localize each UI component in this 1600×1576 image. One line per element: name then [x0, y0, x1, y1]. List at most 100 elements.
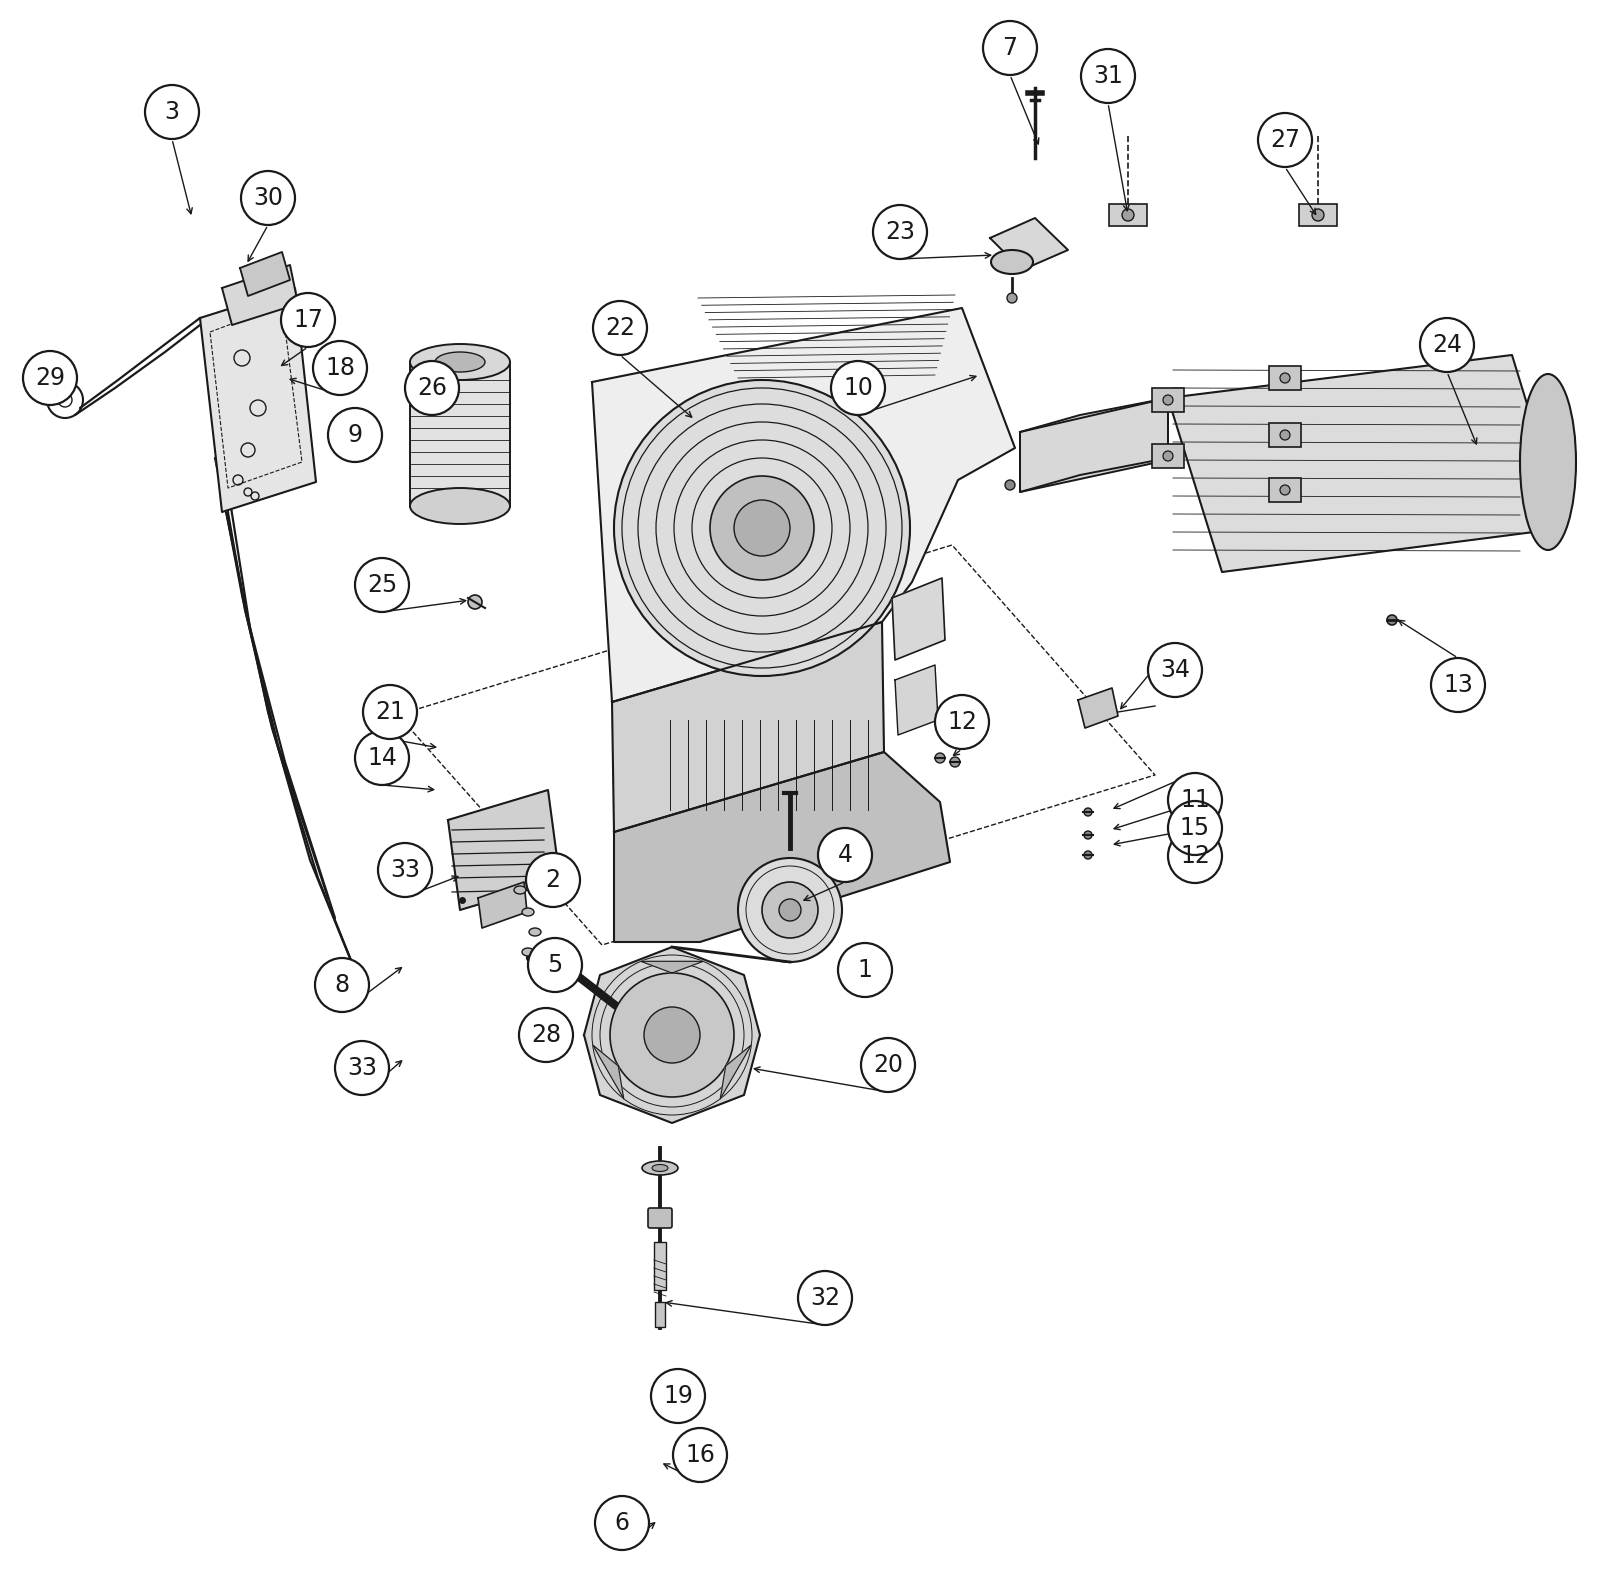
Circle shape [467, 596, 482, 608]
Circle shape [798, 1270, 851, 1325]
Polygon shape [222, 265, 298, 325]
Polygon shape [592, 1045, 624, 1098]
Circle shape [334, 1042, 389, 1095]
Text: 19: 19 [662, 1384, 693, 1407]
Ellipse shape [522, 908, 534, 916]
Circle shape [779, 898, 802, 920]
Ellipse shape [653, 1165, 669, 1171]
Circle shape [1163, 396, 1173, 405]
Polygon shape [478, 883, 526, 928]
Circle shape [934, 753, 946, 763]
Text: 4: 4 [837, 843, 853, 867]
Text: 20: 20 [874, 1053, 902, 1076]
Polygon shape [990, 217, 1069, 269]
Text: 6: 6 [614, 1511, 629, 1535]
Bar [1269, 478, 1301, 503]
Text: 2: 2 [546, 868, 560, 892]
Bar [1152, 444, 1184, 468]
Bar [1269, 366, 1301, 389]
Polygon shape [894, 665, 938, 734]
Ellipse shape [530, 928, 541, 936]
Circle shape [1085, 851, 1091, 859]
Circle shape [594, 301, 646, 355]
Polygon shape [1021, 399, 1168, 492]
Circle shape [378, 843, 432, 897]
Circle shape [528, 938, 582, 991]
Circle shape [818, 827, 872, 883]
Bar [654, 1302, 666, 1327]
Circle shape [315, 958, 370, 1012]
Circle shape [146, 85, 198, 139]
Circle shape [363, 686, 418, 739]
Circle shape [1149, 643, 1202, 697]
Polygon shape [611, 623, 883, 832]
Text: 16: 16 [685, 1444, 715, 1467]
Circle shape [1168, 829, 1222, 883]
Bar [410, 362, 510, 506]
Circle shape [1280, 430, 1290, 440]
Text: 33: 33 [390, 857, 419, 883]
Text: 33: 33 [347, 1056, 378, 1080]
Text: 1: 1 [858, 958, 872, 982]
Circle shape [355, 731, 410, 785]
Circle shape [674, 1428, 726, 1481]
Ellipse shape [1520, 374, 1576, 550]
Polygon shape [200, 288, 317, 512]
Circle shape [1085, 831, 1091, 838]
Circle shape [1006, 293, 1018, 303]
Text: 27: 27 [1270, 128, 1299, 151]
Ellipse shape [642, 1162, 678, 1176]
Circle shape [830, 361, 885, 414]
Text: 30: 30 [253, 186, 283, 210]
Circle shape [1168, 801, 1222, 856]
Text: 26: 26 [418, 377, 446, 400]
Bar [1109, 203, 1147, 225]
Polygon shape [1021, 399, 1168, 492]
Circle shape [328, 408, 382, 462]
Circle shape [355, 558, 410, 611]
Text: 17: 17 [293, 307, 323, 333]
Circle shape [982, 20, 1037, 76]
Circle shape [934, 695, 989, 749]
Circle shape [405, 361, 459, 414]
Ellipse shape [514, 886, 526, 894]
Text: 29: 29 [35, 366, 66, 389]
Text: 9: 9 [347, 422, 363, 448]
Circle shape [874, 205, 926, 258]
Polygon shape [240, 252, 290, 296]
Text: 21: 21 [374, 700, 405, 723]
Text: 5: 5 [547, 953, 563, 977]
Circle shape [1082, 49, 1134, 102]
Polygon shape [614, 752, 950, 942]
Text: 12: 12 [1181, 845, 1210, 868]
Polygon shape [584, 947, 760, 1124]
Text: 24: 24 [1432, 333, 1462, 358]
Circle shape [1258, 113, 1312, 167]
Text: 10: 10 [843, 377, 874, 400]
Text: 3: 3 [165, 99, 179, 125]
Text: 12: 12 [947, 711, 978, 734]
Ellipse shape [435, 351, 485, 372]
Circle shape [643, 1007, 701, 1062]
Circle shape [1430, 659, 1485, 712]
Text: 32: 32 [810, 1286, 840, 1310]
Text: 8: 8 [334, 972, 349, 998]
Text: 23: 23 [885, 221, 915, 244]
Circle shape [651, 1370, 706, 1423]
Text: 15: 15 [1179, 816, 1210, 840]
Circle shape [22, 351, 77, 405]
Polygon shape [720, 1045, 752, 1098]
Circle shape [1280, 374, 1290, 383]
Circle shape [738, 857, 842, 961]
Text: 34: 34 [1160, 659, 1190, 682]
Circle shape [595, 1496, 650, 1551]
Text: 25: 25 [366, 574, 397, 597]
Circle shape [314, 340, 366, 396]
Text: 18: 18 [325, 356, 355, 380]
Circle shape [1387, 615, 1397, 626]
Circle shape [1163, 451, 1173, 462]
Circle shape [614, 380, 910, 676]
Bar [654, 1242, 666, 1291]
Polygon shape [448, 790, 560, 909]
Circle shape [838, 942, 893, 998]
